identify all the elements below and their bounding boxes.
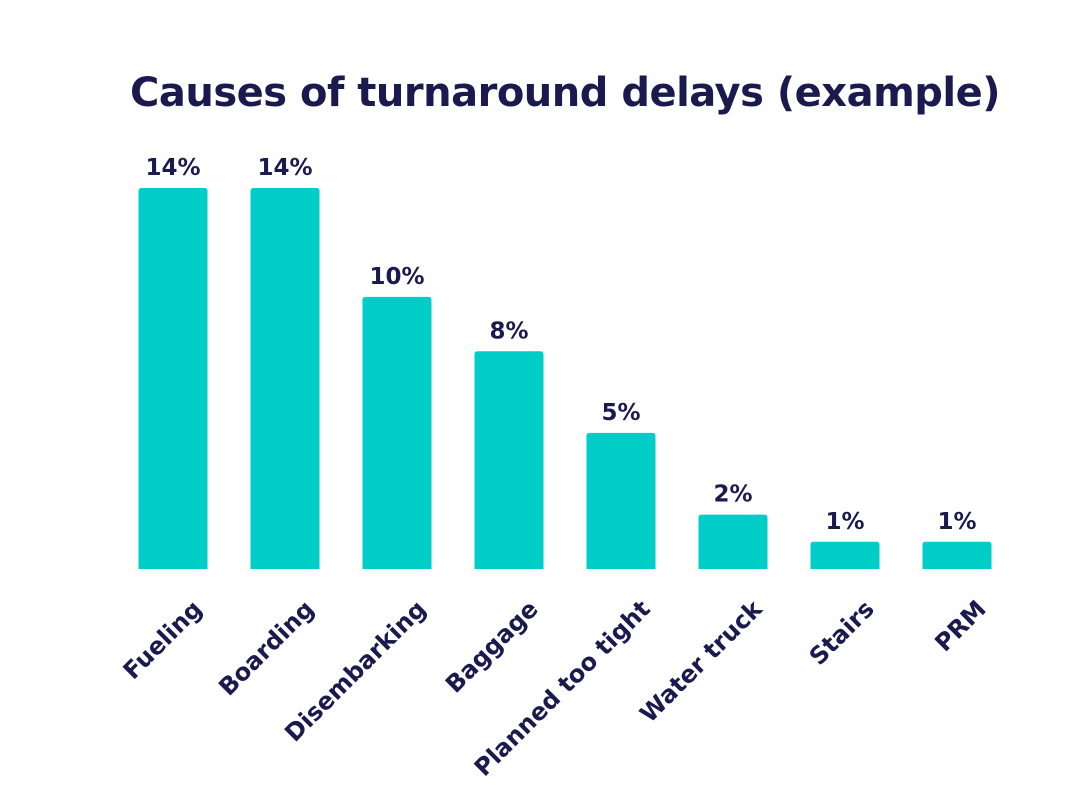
bar-boarding: [250, 188, 320, 569]
value-label-water-truck: 2%: [713, 482, 752, 508]
bar-prm: [922, 541, 992, 569]
chart-title: Causes of turnaround delays (example): [130, 70, 1001, 116]
value-label-disembarking: 10%: [369, 264, 424, 290]
category-label-prm: PRM: [929, 595, 991, 657]
bar-baggage: [474, 351, 544, 569]
category-label-boarding: Boarding: [213, 595, 319, 701]
category-label-fueling: Fueling: [118, 595, 208, 685]
category-label-stairs: Stairs: [804, 595, 880, 671]
bar-disembarking: [362, 296, 432, 569]
bar-water-truck: [698, 514, 768, 569]
bar-fueling: [138, 188, 208, 569]
category-label-baggage: Baggage: [440, 595, 544, 699]
value-label-planned-too-tight: 5%: [601, 400, 640, 426]
value-label-boarding: 14%: [257, 155, 312, 181]
bar-stairs: [810, 541, 880, 569]
value-label-stairs: 1%: [825, 509, 864, 535]
bar-planned-too-tight: [586, 432, 656, 569]
value-label-baggage: 8%: [489, 318, 528, 344]
value-label-prm: 1%: [937, 509, 976, 535]
value-label-fueling: 14%: [145, 155, 200, 181]
